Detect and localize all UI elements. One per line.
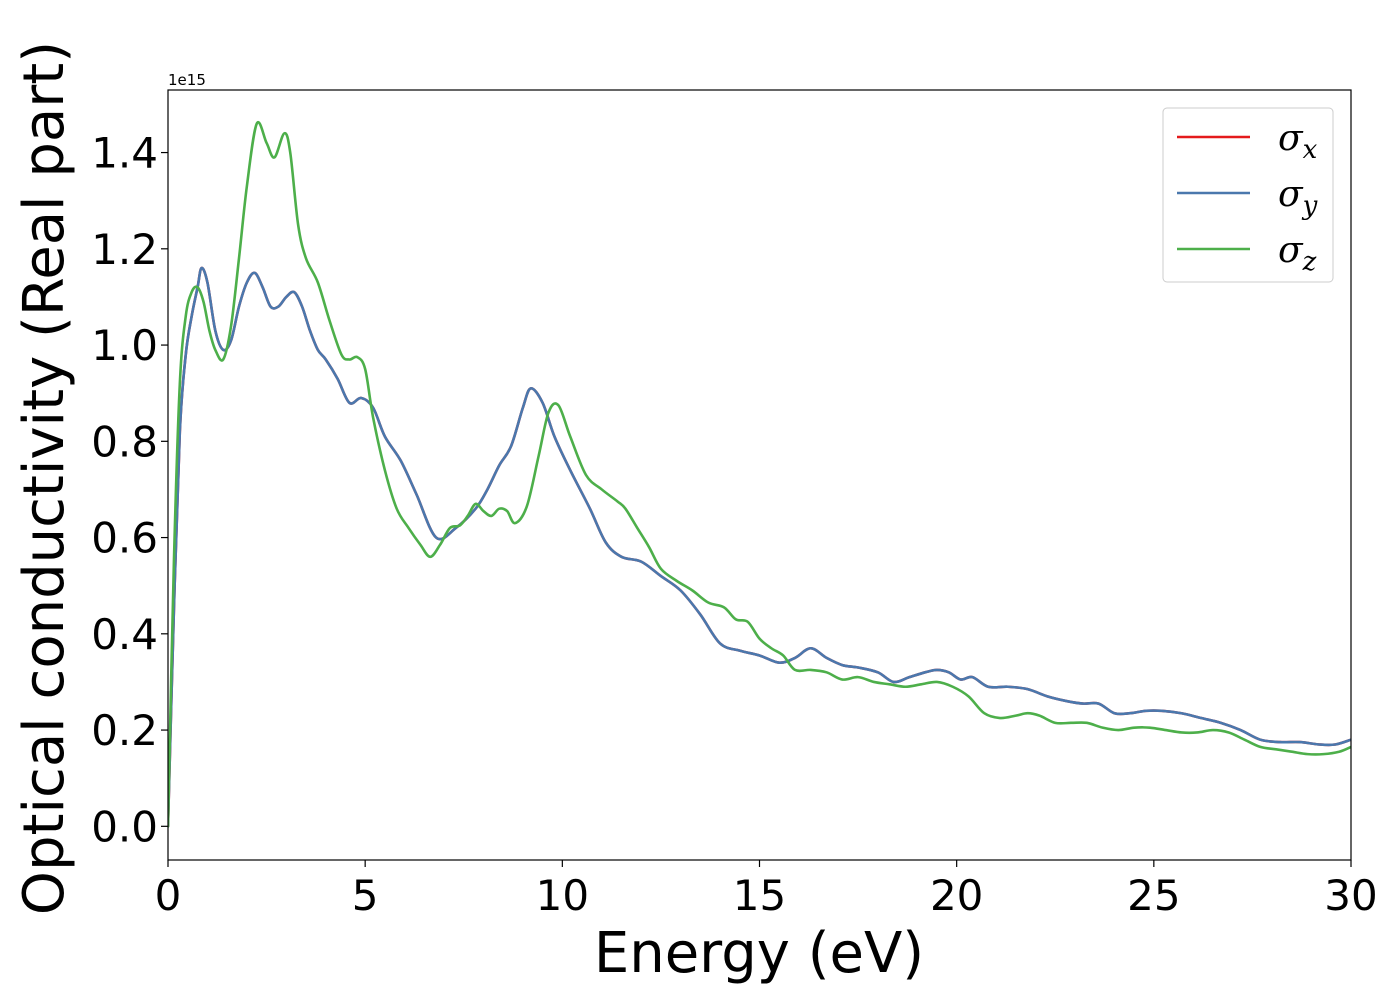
x-tick-label: 25 (1127, 871, 1180, 920)
legend-label-y: σy (1278, 174, 1318, 221)
x-axis-ticks: 0 5 10 15 20 25 30 (155, 860, 1378, 920)
series-line-y (168, 266, 1351, 828)
y-tick-label: 0.6 (91, 514, 158, 563)
legend-label-z: σz (1278, 230, 1317, 277)
y-offset-label: 1e15 (168, 71, 206, 89)
x-tick-label: 30 (1324, 871, 1377, 920)
x-axis-label: Energy (eV) (594, 921, 924, 986)
x-tick-label: 10 (536, 871, 589, 920)
legend: σx σy σz (1162, 107, 1334, 283)
series-layer (168, 120, 1351, 828)
y-axis-label: Optical conductivity (Real part) (12, 41, 77, 915)
legend-frame (1162, 107, 1334, 283)
x-tick-label: 5 (352, 871, 379, 920)
y-tick-label: 0.2 (91, 706, 158, 755)
x-tick-label: 20 (930, 871, 983, 920)
x-tick-label: 15 (733, 871, 786, 920)
y-tick-label: 1.2 (91, 225, 158, 274)
y-tick-label: 0.4 (91, 610, 158, 659)
y-axis-ticks: 0.0 0.2 0.4 0.6 0.8 1.0 1.2 1.4 (91, 129, 168, 851)
legend-label-x: σx (1278, 118, 1318, 165)
series-line-z (168, 120, 1351, 828)
y-tick-label: 0.0 (91, 802, 158, 851)
y-tick-label: 0.8 (91, 417, 158, 466)
y-tick-label: 1.4 (91, 129, 158, 178)
series-line-x (168, 266, 1351, 828)
y-tick-label: 1.0 (91, 321, 158, 370)
x-tick-label: 0 (155, 871, 182, 920)
